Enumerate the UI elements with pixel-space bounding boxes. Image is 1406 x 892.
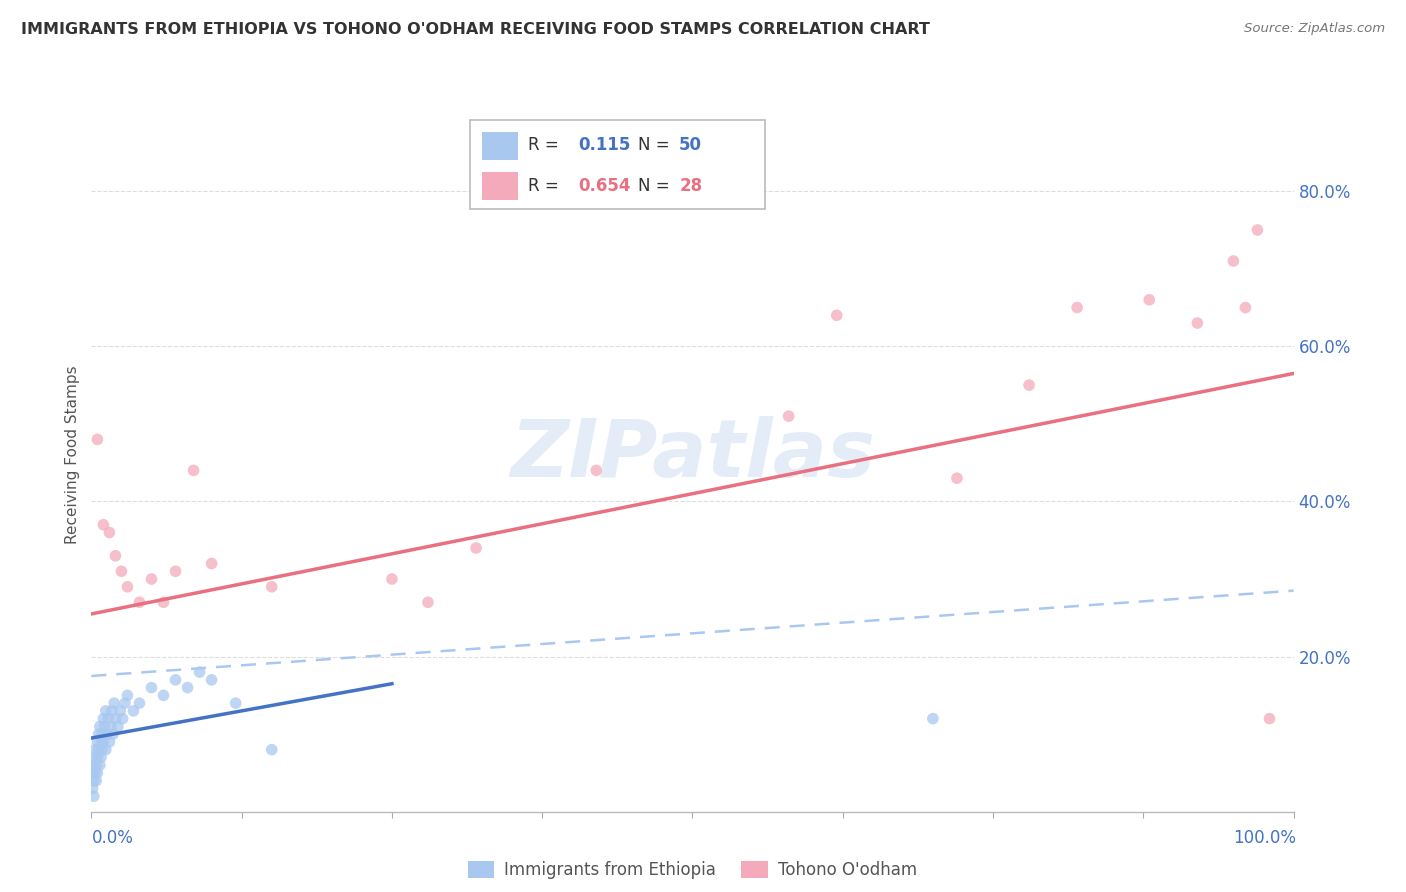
Point bbox=[1187, 316, 1209, 330]
Point bbox=[91, 727, 114, 741]
Point bbox=[152, 595, 174, 609]
Point bbox=[152, 689, 174, 703]
Text: N =: N = bbox=[638, 177, 671, 194]
Point bbox=[90, 735, 112, 749]
Point bbox=[97, 712, 120, 726]
Text: Source: ZipAtlas.com: Source: ZipAtlas.com bbox=[1244, 22, 1385, 36]
Point bbox=[946, 471, 969, 485]
Point bbox=[93, 719, 115, 733]
Point bbox=[110, 564, 132, 578]
Point bbox=[1018, 378, 1040, 392]
Point bbox=[465, 541, 488, 555]
Point bbox=[90, 750, 112, 764]
Text: R =: R = bbox=[527, 177, 564, 194]
Point bbox=[1258, 712, 1281, 726]
Legend: Immigrants from Ethiopia, Tohono O'odham: Immigrants from Ethiopia, Tohono O'odham bbox=[461, 854, 924, 886]
Point bbox=[165, 673, 187, 687]
Point bbox=[82, 766, 104, 780]
Point bbox=[94, 742, 117, 756]
Text: N =: N = bbox=[638, 136, 671, 153]
Point bbox=[1246, 223, 1268, 237]
Point bbox=[87, 727, 110, 741]
Text: R =: R = bbox=[527, 136, 564, 153]
Point bbox=[141, 681, 163, 695]
Point bbox=[260, 742, 283, 756]
Point bbox=[93, 735, 115, 749]
Text: 0.0%: 0.0% bbox=[91, 829, 134, 847]
Point bbox=[188, 665, 211, 679]
Bar bbox=[482, 132, 519, 161]
Point bbox=[84, 758, 107, 772]
Text: 50: 50 bbox=[679, 136, 702, 153]
Point bbox=[225, 696, 247, 710]
Point bbox=[176, 681, 198, 695]
Point bbox=[84, 742, 107, 756]
Point bbox=[117, 689, 139, 703]
Point bbox=[183, 463, 205, 477]
Point bbox=[93, 712, 115, 726]
Text: ZIPatlas: ZIPatlas bbox=[510, 416, 875, 494]
Point bbox=[89, 719, 111, 733]
Point bbox=[110, 704, 132, 718]
Point bbox=[165, 564, 187, 578]
Point bbox=[84, 766, 107, 780]
Point bbox=[87, 742, 110, 756]
Point bbox=[93, 517, 115, 532]
Y-axis label: Receiving Food Stamps: Receiving Food Stamps bbox=[65, 366, 80, 544]
Point bbox=[91, 742, 114, 756]
Point bbox=[98, 735, 121, 749]
Point bbox=[381, 572, 404, 586]
Point bbox=[1222, 254, 1244, 268]
Point bbox=[94, 704, 117, 718]
Point bbox=[128, 696, 150, 710]
Point bbox=[585, 463, 607, 477]
Point bbox=[84, 750, 107, 764]
Point bbox=[104, 712, 127, 726]
Point bbox=[922, 712, 945, 726]
Point bbox=[416, 595, 439, 609]
Point bbox=[82, 781, 104, 796]
Point bbox=[201, 557, 224, 571]
Point bbox=[96, 727, 118, 741]
Point bbox=[89, 758, 111, 772]
FancyBboxPatch shape bbox=[470, 120, 765, 209]
Point bbox=[1234, 301, 1257, 315]
Text: 0.115: 0.115 bbox=[578, 136, 631, 153]
Point bbox=[98, 525, 121, 540]
Point bbox=[141, 572, 163, 586]
Point bbox=[825, 308, 848, 322]
Point bbox=[107, 719, 129, 733]
Point bbox=[111, 712, 134, 726]
Point bbox=[86, 735, 108, 749]
Point bbox=[86, 766, 108, 780]
Point bbox=[83, 789, 105, 804]
Point bbox=[122, 704, 145, 718]
Point bbox=[83, 758, 105, 772]
Text: 28: 28 bbox=[679, 177, 703, 194]
Point bbox=[101, 727, 124, 741]
Point bbox=[1066, 301, 1088, 315]
Point bbox=[1137, 293, 1160, 307]
Point bbox=[260, 580, 283, 594]
Point bbox=[114, 696, 136, 710]
Point bbox=[100, 719, 122, 733]
Point bbox=[101, 704, 124, 718]
Text: IMMIGRANTS FROM ETHIOPIA VS TOHONO O'ODHAM RECEIVING FOOD STAMPS CORRELATION CHA: IMMIGRANTS FROM ETHIOPIA VS TOHONO O'ODH… bbox=[21, 22, 929, 37]
Point bbox=[104, 549, 127, 563]
Point bbox=[201, 673, 224, 687]
Text: 0.654: 0.654 bbox=[578, 177, 631, 194]
Point bbox=[84, 773, 107, 788]
Point bbox=[86, 433, 108, 447]
Point bbox=[86, 750, 108, 764]
Point bbox=[128, 595, 150, 609]
Point bbox=[83, 773, 105, 788]
Text: 100.0%: 100.0% bbox=[1233, 829, 1296, 847]
Point bbox=[117, 580, 139, 594]
Point bbox=[103, 696, 125, 710]
Bar bbox=[482, 171, 519, 200]
Point bbox=[778, 409, 800, 424]
